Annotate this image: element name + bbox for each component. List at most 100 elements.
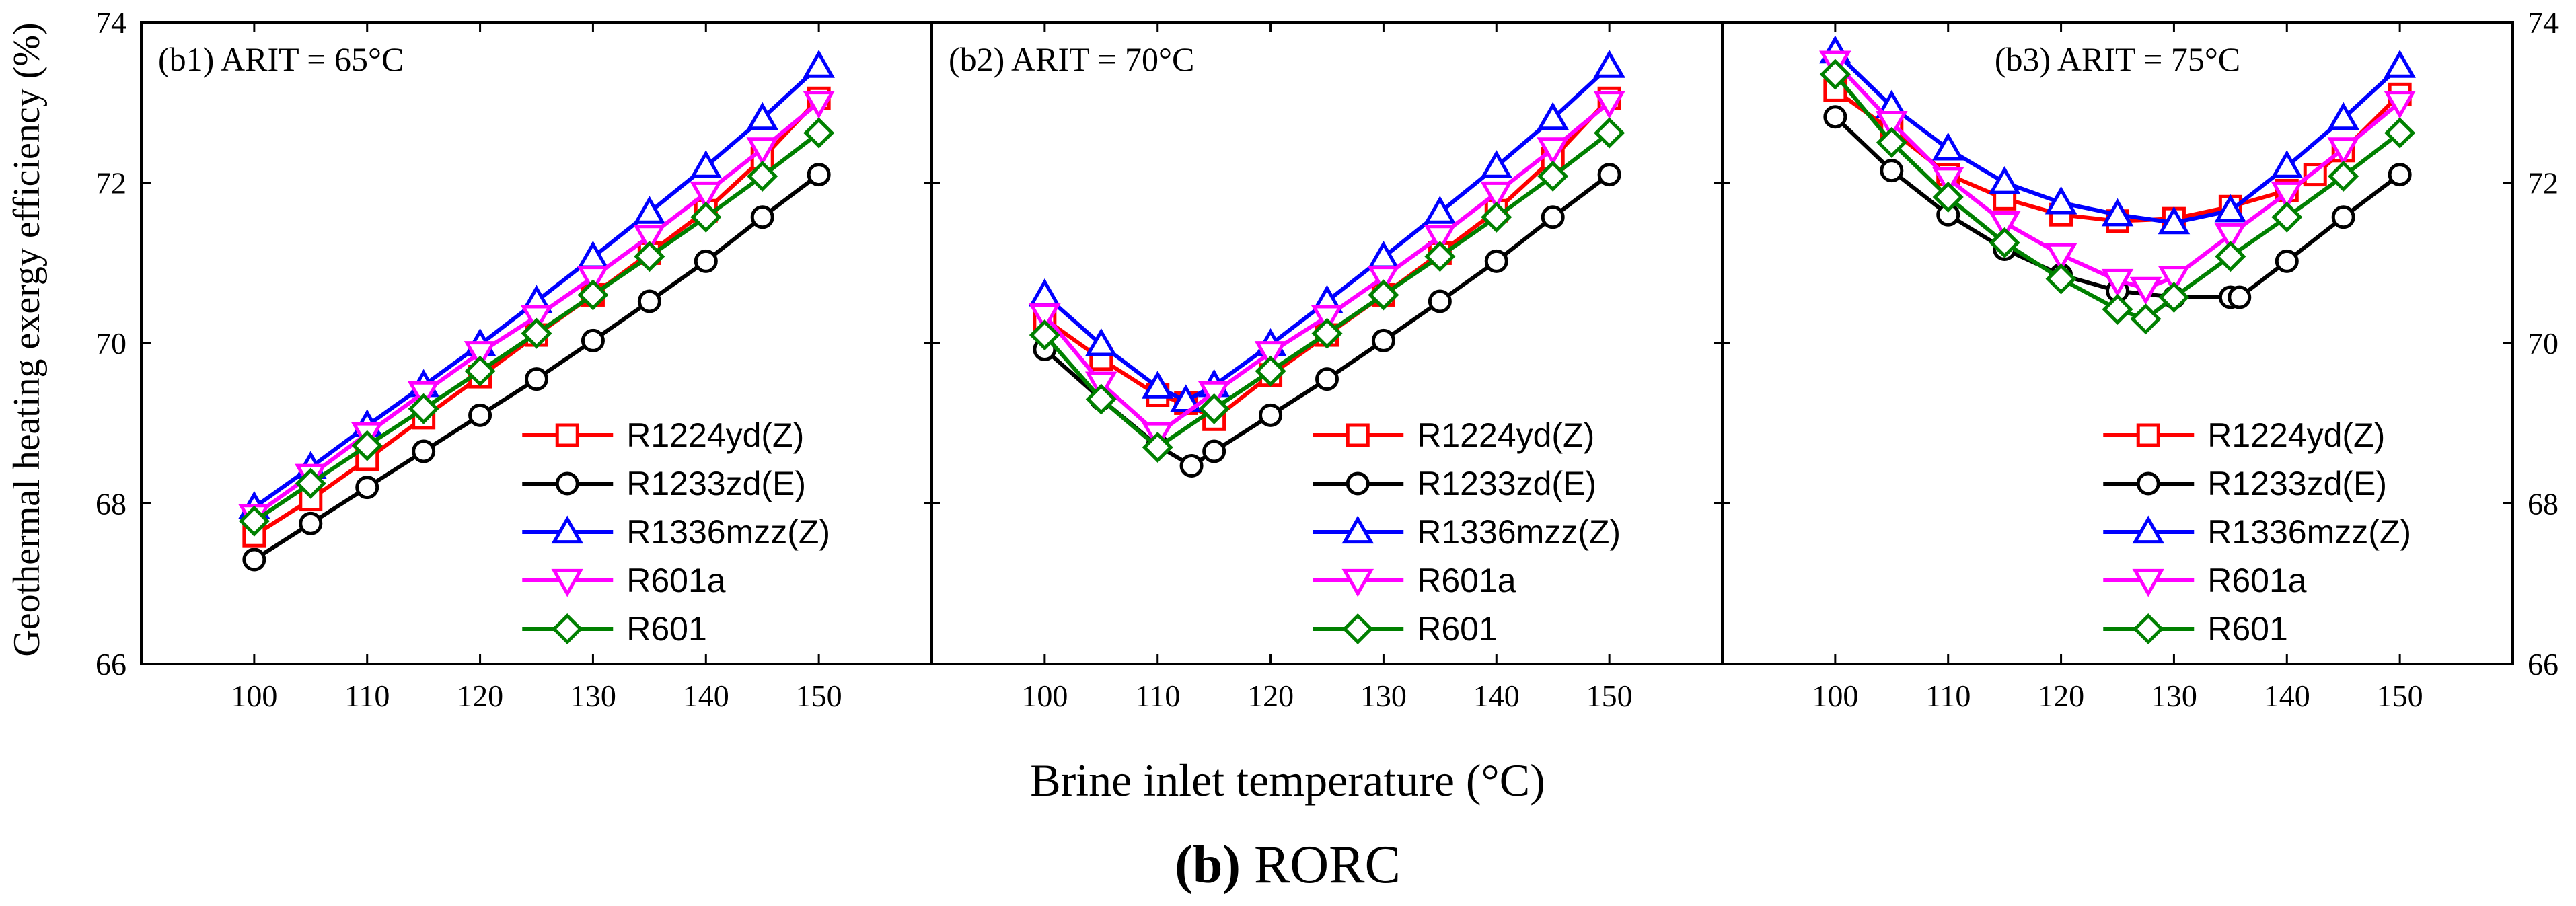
y-tick-label-left: 66 <box>96 647 126 681</box>
legend-marker <box>551 568 584 597</box>
data-point <box>1989 227 2020 258</box>
data-point <box>1593 91 1625 119</box>
legend: R1224yd(Z) R1233zd(E) R1336mzz(Z) R601a R601 <box>522 416 830 648</box>
data-point <box>2102 293 2133 325</box>
data-point <box>408 393 439 424</box>
data-point <box>1084 328 1117 356</box>
data-point <box>1424 225 1457 253</box>
data-point <box>1368 279 1399 311</box>
data-point <box>1594 117 1625 149</box>
legend-label: R601a <box>626 562 726 599</box>
legend: R1224yd(Z) R1233zd(E) R1336mzz(Z) R601a R601 <box>1313 416 1621 648</box>
data-point <box>2101 268 2134 297</box>
data-point <box>1931 132 1964 161</box>
series-R601 <box>1819 59 2416 335</box>
y-tick-label-right: 70 <box>2528 326 2559 361</box>
data-point <box>807 163 831 187</box>
panel-title: (b2) ARIT = 70°C <box>949 40 1194 78</box>
x-tick-label: 150 <box>796 679 842 713</box>
x-tick-label: 150 <box>1586 679 1633 713</box>
data-point <box>1085 383 1117 415</box>
data-point <box>2331 205 2355 229</box>
data-point <box>412 439 436 463</box>
data-point <box>521 317 552 349</box>
caption-letter-close: ) <box>1222 835 1241 895</box>
data-point <box>525 367 548 391</box>
legend-marker <box>2133 613 2164 645</box>
data-point <box>746 102 779 130</box>
panel-frame <box>1721 21 2514 665</box>
data-point <box>242 548 266 572</box>
panel-1: 100 110 120 130 140 150 66 68 70 72 74 (b1) ARIT = … <box>96 5 933 713</box>
legend-marker <box>1346 423 1370 447</box>
caption-letter: ( <box>1175 835 1193 895</box>
data-point <box>1179 453 1204 478</box>
data-point <box>1029 319 1060 351</box>
legend-label: R1224yd(Z) <box>626 416 804 454</box>
legend-marker <box>1346 471 1370 496</box>
x-tick-label: 120 <box>2038 679 2084 713</box>
data-point <box>637 289 661 313</box>
legend-marker <box>555 423 579 447</box>
figure-caption: (b) RORC <box>1175 835 1401 895</box>
data-point <box>1537 137 1570 165</box>
legend-label: R601 <box>1417 610 1498 648</box>
data-point <box>351 430 383 461</box>
data-point <box>1988 165 2021 194</box>
data-point <box>1254 341 1287 369</box>
data-point <box>1255 355 1286 387</box>
data-point <box>581 328 605 352</box>
legend-label: R601a <box>2207 562 2307 599</box>
y-tick-label-left: 72 <box>96 166 126 200</box>
data-point <box>1819 59 1851 90</box>
data-point <box>634 241 665 272</box>
y-tick-label-right: 72 <box>2528 166 2559 200</box>
data-point <box>633 196 666 224</box>
caption-text: RORC <box>1241 835 1401 895</box>
panel-title: (b1) ARIT = 65°C <box>158 40 404 78</box>
panel-title: (b3) ARIT = 75°C <box>1995 40 2240 78</box>
data-point <box>2271 150 2304 178</box>
panel-2: 100 110 120 130 140 150 (b2) ARIT = 70°C R1224y… <box>930 21 1724 713</box>
data-point <box>1880 159 1904 183</box>
legend-label: R601 <box>2207 610 2288 648</box>
data-point <box>1537 160 1569 192</box>
data-point <box>1142 431 1173 463</box>
data-point <box>1424 196 1457 224</box>
data-point <box>1537 102 1570 130</box>
x-tick-label: 100 <box>1021 679 1068 713</box>
data-point <box>464 355 496 387</box>
data-point <box>2327 102 2360 130</box>
data-point <box>2158 206 2191 235</box>
data-point <box>2384 91 2416 119</box>
data-point <box>694 249 718 273</box>
legend-marker <box>2132 515 2165 544</box>
data-point <box>1202 439 1226 463</box>
data-point <box>1480 181 1513 210</box>
data-point <box>1371 328 1395 352</box>
y-axis-label: Geothermal heating exergy efficiency (%) <box>6 22 48 656</box>
legend-marker <box>555 471 579 496</box>
data-point <box>1029 303 1061 332</box>
data-point <box>2130 303 2162 335</box>
panels: 100 110 120 130 140 150 66 68 70 72 74 (b1) ARIT = … <box>96 5 2559 713</box>
data-point <box>2228 285 2252 309</box>
data-point <box>355 476 379 500</box>
x-tick-label: 140 <box>1473 679 1520 713</box>
panel-3: 100 110 120 130 140 150 66 68 70 72 74 (b3) ARIT = … <box>1721 5 2559 713</box>
data-point <box>2129 276 2162 305</box>
legend-marker <box>551 515 584 544</box>
legend-marker <box>2132 568 2165 597</box>
legend-marker <box>2136 471 2160 496</box>
data-point <box>1931 167 1964 196</box>
data-point <box>468 403 492 427</box>
data-point <box>238 505 270 537</box>
data-point <box>2384 117 2416 149</box>
x-tick-label: 140 <box>2264 679 2310 713</box>
y-tick-label-right: 66 <box>2528 647 2559 681</box>
data-point <box>1597 163 1621 187</box>
x-tick-label: 140 <box>683 679 729 713</box>
y-tick-label-left: 68 <box>96 487 126 521</box>
data-point <box>1484 249 1508 273</box>
x-tick-label: 110 <box>344 679 390 713</box>
